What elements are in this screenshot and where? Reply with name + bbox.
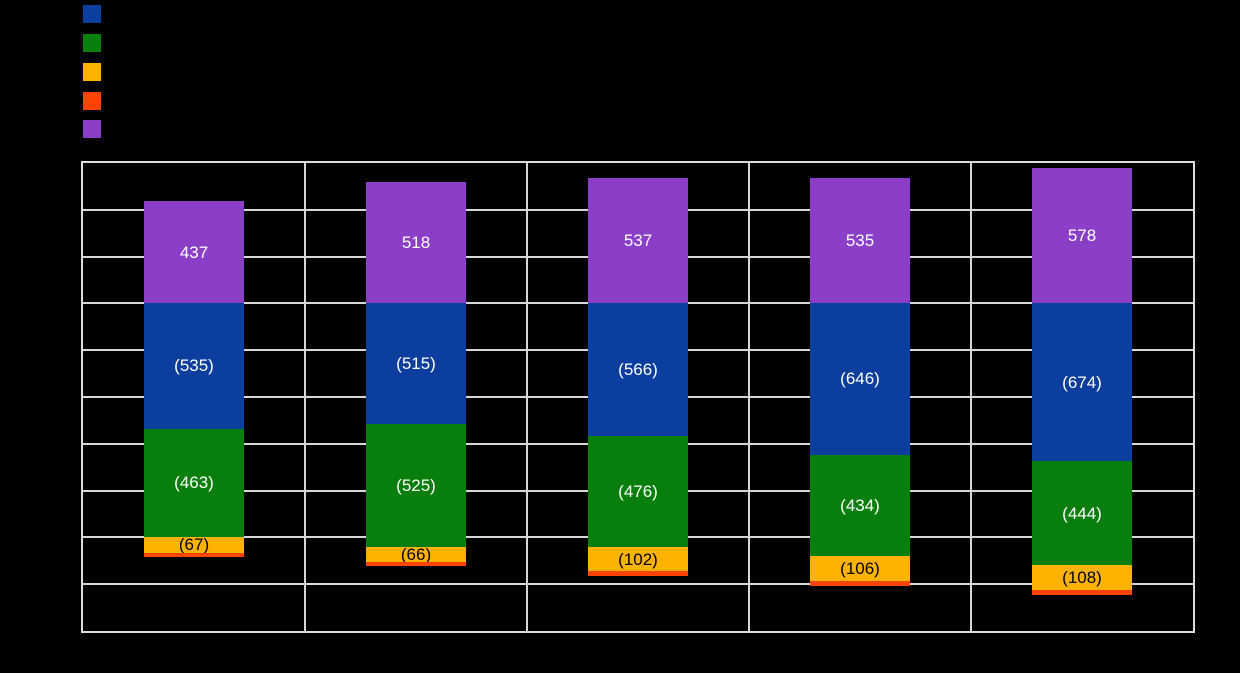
bar-segment-yellow: (102): [588, 547, 688, 572]
bar-segment-yellow: (67): [144, 535, 244, 555]
legend-swatch-purple-icon: [83, 120, 101, 138]
bar-segment-green: (444): [1032, 461, 1132, 565]
gridline-vertical: [748, 163, 750, 631]
bar-label-yellow: (67): [178, 535, 210, 555]
bar-label-green: (463): [174, 473, 214, 493]
legend-swatch-red-icon: [83, 92, 101, 110]
bar-segment-green: (476): [588, 435, 688, 548]
bar-segment-purple: 535: [810, 178, 910, 304]
bar-segment-blue: (566): [588, 303, 688, 436]
bar-label-green: (525): [396, 475, 436, 495]
gridline-vertical: [526, 163, 528, 631]
bar-label-green: (434): [840, 495, 880, 515]
bar-label-purple: 518: [401, 233, 431, 253]
bar-label-yellow: (108): [1062, 568, 1102, 588]
bar-segment-green: (463): [144, 428, 244, 537]
bar-label-blue: (535): [174, 356, 214, 376]
bar-segment-red: [588, 571, 688, 576]
bar-label-blue: (646): [840, 369, 880, 389]
bar-segment-red: [366, 562, 466, 567]
legend-item-yellow: [83, 63, 109, 81]
bar-segment-blue: (674): [1032, 303, 1132, 462]
bar-segment-green: (434): [810, 454, 910, 557]
legend-item-blue: [83, 5, 109, 23]
legend-item-green: [83, 34, 109, 52]
bar-label-purple: 537: [623, 231, 653, 251]
bar-segment-purple: 437: [144, 201, 244, 304]
bar-label-yellow: (106): [840, 559, 880, 578]
bar-label-yellow: (102): [618, 549, 658, 569]
bar-label-blue: (566): [618, 360, 658, 380]
bar-segment-blue: (535): [144, 303, 244, 429]
bar-segment-yellow: (108): [1032, 565, 1132, 591]
bar-segment-yellow: (106): [810, 556, 910, 581]
bar-label-blue: (515): [396, 354, 436, 374]
bar-segment-blue: (515): [366, 303, 466, 424]
gridline-vertical: [970, 163, 972, 631]
plot-area: (535) (463) (67) 437 (515) (525) (66) 518 (566) (…: [81, 161, 1195, 633]
bar-label-purple: 535: [845, 231, 875, 251]
legend-swatch-yellow-icon: [83, 63, 101, 81]
bar-segment-red: [144, 552, 244, 557]
bar-label-blue: (674): [1062, 372, 1102, 392]
bar-segment-red: [810, 580, 910, 587]
bar-segment-purple: 578: [1032, 168, 1132, 304]
bar-segment-purple: 537: [588, 177, 688, 304]
bar-label-green: (476): [618, 482, 658, 502]
bar-label-yellow: (66): [400, 544, 432, 564]
bar-label-green: (444): [1062, 503, 1102, 523]
legend-swatch-blue-icon: [83, 5, 101, 23]
legend-swatch-green-icon: [83, 34, 101, 52]
bar-segment-purple: 518: [366, 182, 466, 304]
legend-item-purple: [83, 120, 109, 138]
bar-label-purple: 437: [179, 242, 209, 262]
bar-segment-blue: (646): [810, 303, 910, 455]
gridline-vertical: [304, 163, 306, 631]
bar-segment-red: [1032, 590, 1132, 596]
bar-segment-yellow: (66): [366, 544, 466, 564]
bar-label-purple: 578: [1067, 226, 1097, 246]
gridline-horizontal: [83, 583, 1193, 586]
bar-segment-green: (525): [366, 423, 466, 547]
legend-item-red: [83, 92, 109, 110]
